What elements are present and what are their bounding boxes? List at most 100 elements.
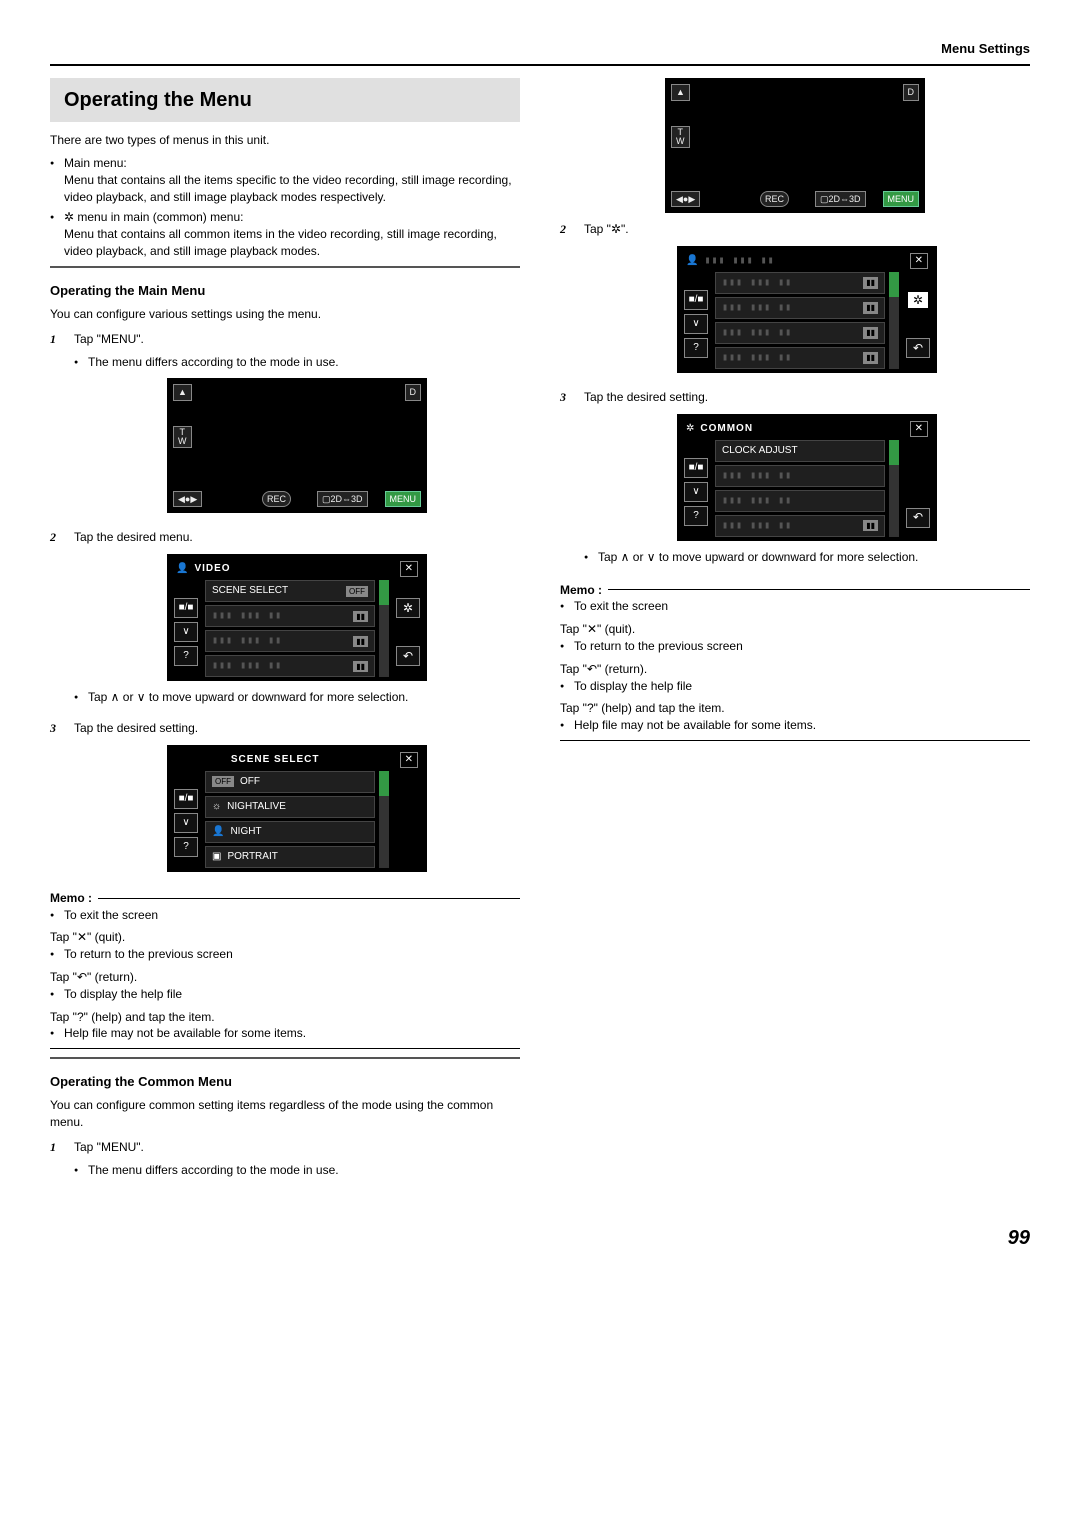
memo-heading-left: Memo :	[50, 890, 520, 907]
scene-left-help-icon: ?	[174, 837, 198, 857]
ss2-mode-button: ▢2D⇔3D	[815, 191, 866, 208]
common-row-3: ▮▮▮ ▮▮▮ ▮▮	[715, 490, 885, 512]
ss1-zoom-icon: TW	[173, 426, 192, 448]
memo-r-tap3: Tap "?" (help) and tap the item.	[560, 700, 1030, 717]
memo-l-3: To display the help file	[64, 986, 520, 1003]
common-step-3-arrow-note: Tap ∧ or ∨ to move upward or downward fo…	[598, 549, 1030, 566]
ss1-topleft-icon: ▲	[173, 384, 192, 401]
memo-l-2: To return to the previous screen	[64, 946, 520, 963]
ss2-rec-button: REC	[760, 191, 789, 208]
step-num-3: 3	[50, 720, 64, 737]
ss2-topleft-icon: ▲	[671, 84, 690, 101]
common-menu-gear-icon: ✲	[686, 422, 694, 436]
generic-scrollbar	[889, 272, 899, 369]
generic-right-back-icon: ↶	[906, 338, 930, 358]
menu-type-common-label: ✲ menu in main (common) menu:	[64, 210, 243, 224]
common-step-1-note: The menu differs according to the mode i…	[88, 1162, 520, 1179]
video-menu-title: VIDEO	[194, 562, 393, 576]
video-row-4: ▮▮▮ ▮▮▮ ▮▮▮▮	[205, 655, 375, 677]
common-step-2: 2 Tap "✲". 👤 ▮▮▮ ▮▮▮ ▮▮ ✕ ■/■ ∨ ?	[560, 221, 1030, 381]
step-1-text: Tap "MENU".	[74, 332, 144, 346]
generic-row-3: ▮▮▮ ▮▮▮ ▮▮▮▮	[715, 322, 885, 344]
memo-l-tap2: Tap "↶" (return).	[50, 969, 520, 986]
video-right-back-icon: ↶	[396, 646, 420, 666]
menu-type-common: ✲ menu in main (common) menu: Menu that …	[64, 209, 520, 259]
video-menu-icon: 👤	[176, 562, 188, 576]
memo-r-tap1: Tap "✕" (quit).	[560, 621, 1030, 638]
generic-left-playpause-icon: ■/■	[684, 290, 708, 310]
scene-opt-off: OFF OFF	[205, 771, 375, 793]
common-step-num-1: 1	[50, 1139, 64, 1156]
common-left-playpause-icon: ■/■	[684, 458, 708, 478]
intro-text: There are two types of menus in this uni…	[50, 132, 520, 149]
ss1-mode-button: ▢2D⇔3D	[317, 491, 368, 508]
left-column: Operating the Menu There are two types o…	[50, 78, 520, 1184]
memo-l-4: Help file may not be available for some …	[64, 1025, 520, 1042]
memo-r-2: To return to the previous screen	[574, 638, 1030, 655]
video-right-gear-icon: ✲	[396, 598, 420, 618]
ss2-menu-button: MENU	[883, 191, 920, 208]
common-menu-lead: You can configure common setting items r…	[50, 1097, 520, 1131]
menu-type-main: Main menu: Menu that contains all the it…	[64, 155, 520, 205]
scene-select-title: SCENE SELECT	[231, 753, 394, 767]
menu-type-main-desc: Menu that contains all the items specifi…	[64, 173, 512, 204]
video-row-3: ▮▮▮ ▮▮▮ ▮▮▮▮	[205, 630, 375, 652]
main-step-2: 2 Tap the desired menu. 👤 VIDEO ✕ ■/■ ∨ …	[50, 529, 520, 712]
common-step-3: 3 Tap the desired setting. ✲ COMMON ✕ ■/…	[560, 389, 1030, 572]
menu-types-list: Main menu: Menu that contains all the it…	[50, 155, 520, 260]
camera-screenshot-1: ▲ D TW ◀●▶ REC ▢2D⇔3D MENU	[167, 378, 427, 513]
common-menu-close-icon: ✕	[910, 421, 928, 437]
generic-menu-close-icon: ✕	[910, 253, 928, 269]
step-3-text: Tap the desired setting.	[74, 721, 198, 735]
memo-l-tap3: Tap "?" (help) and tap the item.	[50, 1009, 520, 1026]
page-title: Operating the Menu	[50, 78, 520, 122]
ss1-topright-icon: D	[405, 384, 422, 401]
memo-r-1: To exit the screen	[574, 598, 1030, 615]
video-row-1-label: SCENE SELECT	[212, 584, 288, 598]
step-1-note: The menu differs according to the mode i…	[88, 354, 520, 371]
video-left-down-icon: ∨	[174, 622, 198, 642]
menu-type-common-desc: Menu that contains all common items in t…	[64, 227, 497, 258]
step-2-text: Tap the desired menu.	[74, 530, 193, 544]
scene-scrollbar	[379, 771, 389, 868]
common-row-clock-adjust: CLOCK ADJUST	[715, 440, 885, 462]
ss1-play-icon: ◀●▶	[173, 491, 202, 508]
main-step-1: 1 Tap "MENU". The menu differs according…	[50, 331, 520, 522]
memo-end-rule-right	[560, 740, 1030, 741]
camera-screenshot-2: ▲ D TW ◀●▶ REC ▢2D⇔3D MENU	[665, 78, 925, 213]
common-menu-screenshot: ✲ COMMON ✕ ■/■ ∨ ? CLOCK ADJUST ▮▮▮ ▮▮▮ …	[677, 414, 937, 541]
video-row-scene-select: SCENE SELECT OFF	[205, 580, 375, 602]
common-row-2: ▮▮▮ ▮▮▮ ▮▮	[715, 465, 885, 487]
section-rule-1	[50, 266, 520, 268]
video-row-1-tag: OFF	[346, 586, 368, 597]
header-menu-settings: Menu Settings	[50, 40, 1030, 58]
step-num-2: 2	[50, 529, 64, 546]
scene-left-playpause-icon: ■/■	[174, 789, 198, 809]
common-scrollbar	[889, 440, 899, 537]
step-2-arrow-note: Tap ∧ or ∨ to move upward or downward fo…	[88, 689, 520, 706]
ss1-rec-button: REC	[262, 491, 291, 508]
scene-select-screenshot: SCENE SELECT ✕ ■/■ ∨ ? OFF OFF ☼ NIGHTAL…	[167, 745, 427, 872]
main-menu-lead: You can configure various settings using…	[50, 306, 520, 323]
generic-menu-icon: 👤	[686, 254, 698, 268]
memo-r-3: To display the help file	[574, 678, 1030, 695]
step-num-1: 1	[50, 331, 64, 348]
ss1-menu-button: MENU	[385, 491, 422, 508]
ss2-topright-icon: D	[903, 84, 920, 101]
section-rule-2	[50, 1057, 520, 1059]
main-menu-heading: Operating the Main Menu	[50, 282, 520, 300]
scene-left-down-icon: ∨	[174, 813, 198, 833]
memo-heading-right: Memo :	[560, 582, 1030, 599]
common-step-num-2: 2	[560, 221, 574, 238]
generic-row-4: ▮▮▮ ▮▮▮ ▮▮▮▮	[715, 347, 885, 369]
scene-opt-nightalive: ☼ NIGHTALIVE	[205, 796, 375, 818]
generic-row-1: ▮▮▮ ▮▮▮ ▮▮▮▮	[715, 272, 885, 294]
generic-menu-title: ▮▮▮ ▮▮▮ ▮▮	[704, 254, 903, 268]
menu-type-main-label: Main menu:	[64, 156, 127, 170]
video-left-playpause-icon: ■/■	[174, 598, 198, 618]
scene-select-close-icon: ✕	[400, 752, 418, 768]
scene-opt-night: 👤 NIGHT	[205, 821, 375, 843]
common-row-4: ▮▮▮ ▮▮▮ ▮▮▮▮	[715, 515, 885, 537]
page-number: 99	[50, 1224, 1030, 1252]
common-right-back-icon: ↶	[906, 508, 930, 528]
